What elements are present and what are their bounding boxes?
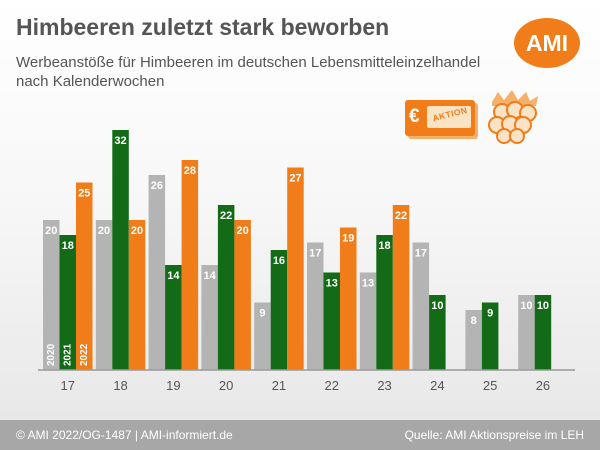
page-title: Himbeeren zuletzt stark beworben <box>16 14 390 40</box>
bar-2020-kw24 <box>412 242 430 370</box>
legend-label-2022: 2022 <box>79 343 90 366</box>
bar-2020-kw21 <box>254 302 271 370</box>
ami-logo: AMI <box>514 18 580 68</box>
bar-2022-kw19 <box>181 160 199 370</box>
x-tick-label: 26 <box>536 378 550 393</box>
data-label: 18 <box>62 240 74 252</box>
bar-2021-kw24 <box>429 295 446 370</box>
data-label: 32 <box>114 135 126 147</box>
data-label: 13 <box>326 278 338 290</box>
data-label: 10 <box>520 300 532 312</box>
bar-2020-kw22 <box>307 242 324 370</box>
data-label: 9 <box>259 308 265 320</box>
euro-icon: € <box>409 106 420 127</box>
data-label: 16 <box>273 255 285 267</box>
data-label: 20 <box>45 225 57 237</box>
bar-2022-kw23 <box>392 205 410 370</box>
x-tick-label: 23 <box>377 378 391 393</box>
data-label: 27 <box>289 173 301 185</box>
bar-2022-kw22 <box>340 227 357 370</box>
data-label: 18 <box>378 240 390 252</box>
x-tick-label: 25 <box>483 378 497 393</box>
x-tick-label: 22 <box>325 378 339 393</box>
bar-2021-kw21 <box>270 250 288 370</box>
bar-2021-kw20 <box>217 205 235 370</box>
x-tick-label: 19 <box>166 378 180 393</box>
data-label: 10 <box>431 300 443 312</box>
data-label: 10 <box>537 300 549 312</box>
raspberry-icon <box>488 90 538 144</box>
bar-2020-kw18 <box>95 220 113 370</box>
bar-2020-kw20 <box>201 265 218 370</box>
aktion-badge: € AKTION <box>405 100 475 136</box>
bar-2022-kw18 <box>128 220 146 370</box>
data-label: 13 <box>362 278 374 290</box>
data-label: 17 <box>309 248 321 260</box>
bar-2020-kw26 <box>518 295 535 370</box>
data-label: 20 <box>237 225 249 237</box>
bar-2020-kw17 <box>43 220 60 370</box>
x-tick-label: 18 <box>113 378 127 393</box>
badge-ticket <box>427 106 471 128</box>
legend-label-2020: 2020 <box>46 343 57 366</box>
bar-2020-kw23 <box>359 272 377 370</box>
data-label: 17 <box>415 248 427 260</box>
data-label: 14 <box>167 270 180 282</box>
bar-2022-kw21 <box>287 167 304 370</box>
data-label: 28 <box>184 165 196 177</box>
bar-2022-kw20 <box>234 220 251 370</box>
bar-2021-kw25 <box>481 302 499 370</box>
legend-label-2021: 2021 <box>62 343 73 366</box>
footer-bar: © AMI 2022/OG-1487 | AMI-informiert.de Q… <box>0 420 600 450</box>
footer-copyright: © AMI 2022/OG-1487 | AMI-informiert.de <box>16 428 233 442</box>
data-label: 8 <box>471 315 477 327</box>
bar-2021-kw22 <box>323 272 340 370</box>
bar-2021-kw17 <box>59 235 76 370</box>
data-label: 9 <box>487 308 493 320</box>
x-tick-label: 17 <box>61 378 75 393</box>
bar-chart: 20 18 25 20 32 20 26 14 28 14 22 20 9 16 27 17 13 19 13 18 2… <box>38 130 575 393</box>
data-label: 22 <box>395 210 407 222</box>
data-label: 20 <box>98 225 110 237</box>
bar-2020-kw19 <box>148 175 166 370</box>
chart-subtitle: Werbeanstöße für Himbeeren im deutschen … <box>16 54 481 90</box>
data-label: 19 <box>342 233 354 245</box>
bar-2021-kw23 <box>376 235 393 370</box>
x-tick-label: 20 <box>219 378 233 393</box>
x-tick-label: 24 <box>430 378 444 393</box>
footer-source: Quelle: AMI Aktionspreise im LEH <box>404 428 584 442</box>
x-tick-label: 21 <box>272 378 286 393</box>
bar-2021-kw26 <box>534 295 552 370</box>
data-label: 20 <box>131 225 143 237</box>
data-label: 26 <box>151 180 163 192</box>
bar-2021-kw18 <box>112 130 129 370</box>
bar-2020-kw25 <box>465 310 482 370</box>
bar-2022-kw17 <box>76 182 93 370</box>
data-label: 22 <box>220 210 232 222</box>
data-label: 14 <box>204 270 217 282</box>
bar-2021-kw19 <box>165 265 182 370</box>
data-label: 25 <box>78 188 90 200</box>
